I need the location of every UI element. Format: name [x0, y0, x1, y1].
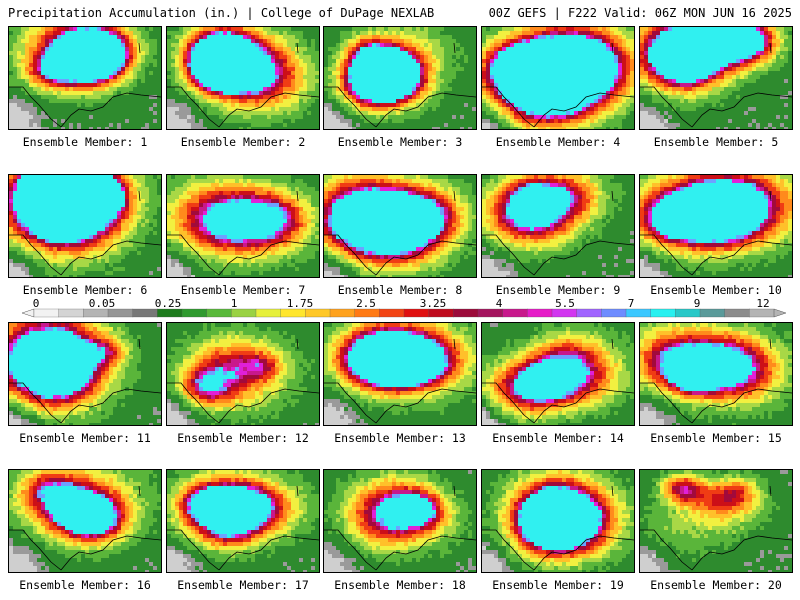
precipitation-field [640, 470, 792, 572]
ensemble-member-caption: Ensemble Member: 14 [492, 431, 624, 445]
ensemble-member-caption: Ensemble Member: 1 [22, 135, 148, 149]
precipitation-field [324, 470, 476, 572]
ensemble-member-caption: Ensemble Member: 12 [177, 431, 309, 445]
ensemble-member-map [166, 174, 320, 278]
precipitation-field [9, 175, 161, 277]
colorbar-tick-label: 1.75 [286, 297, 314, 310]
ensemble-member-map [166, 26, 320, 130]
map-title: Precipitation Accumulation (in.) | Colle… [8, 6, 435, 20]
ensemble-member-caption: Ensemble Member: 19 [492, 578, 624, 592]
ensemble-member-map [639, 469, 793, 573]
colorbar-tick-label: 7 [627, 297, 635, 310]
precipitation-field [324, 27, 476, 129]
precipitation-field [167, 470, 319, 572]
ensemble-member-caption: Ensemble Member: 8 [337, 283, 463, 297]
ensemble-member-caption: Ensemble Member: 5 [653, 135, 779, 149]
ensemble-member-map [323, 174, 477, 278]
ensemble-member-caption: Ensemble Member: 6 [22, 283, 148, 297]
precipitation-field [9, 27, 161, 129]
colorbar-tick-label: 0.25 [154, 297, 182, 310]
ensemble-member-map [481, 174, 635, 278]
ensemble-member-map [323, 26, 477, 130]
ensemble-member-caption: Ensemble Member: 15 [650, 431, 782, 445]
ensemble-member-caption: Ensemble Member: 2 [180, 135, 306, 149]
precipitation-field [482, 470, 634, 572]
ensemble-member-caption: Ensemble Member: 9 [495, 283, 621, 297]
ensemble-member-map [639, 174, 793, 278]
ensemble-member-caption: Ensemble Member: 7 [180, 283, 306, 297]
ensemble-member-map [8, 174, 162, 278]
ensemble-member-caption: Ensemble Member: 11 [19, 431, 151, 445]
colorbar-tick-label: 3.25 [419, 297, 447, 310]
colorbar-tick-label: 2.5 [356, 297, 376, 310]
ensemble-member-map [639, 322, 793, 426]
ensemble-member-map [481, 469, 635, 573]
precipitation-field [167, 27, 319, 129]
precipitation-field [640, 27, 792, 129]
ensemble-member-caption: Ensemble Member: 10 [650, 283, 782, 297]
precipitation-field [640, 175, 792, 277]
ensemble-member-map [166, 469, 320, 573]
ensemble-member-caption: Ensemble Member: 18 [334, 578, 466, 592]
precipitation-field [167, 323, 319, 425]
colorbar-tick-label: 0 [32, 297, 40, 310]
ensemble-member-caption: Ensemble Member: 17 [177, 578, 309, 592]
precipitation-colorbar [22, 308, 786, 318]
colorbar-tick-label: 1 [230, 297, 238, 310]
precipitation-field [482, 175, 634, 277]
precipitation-field [482, 323, 634, 425]
ensemble-member-map [481, 26, 635, 130]
colorbar-tick-label: 0.05 [88, 297, 116, 310]
ensemble-member-map [166, 322, 320, 426]
precipitation-field [640, 323, 792, 425]
precipitation-field [482, 27, 634, 129]
colorbar-tick-label: 9 [693, 297, 701, 310]
ensemble-member-caption: Ensemble Member: 16 [19, 578, 151, 592]
ensemble-member-map [8, 26, 162, 130]
ensemble-member-caption: Ensemble Member: 4 [495, 135, 621, 149]
ensemble-member-map [481, 322, 635, 426]
ensemble-member-map [639, 26, 793, 130]
colorbar-tick-label: 12 [756, 297, 770, 310]
precipitation-field [324, 323, 476, 425]
ensemble-member-caption: Ensemble Member: 13 [334, 431, 466, 445]
ensemble-member-caption: Ensemble Member: 3 [337, 135, 463, 149]
colorbar-tick-label: 4 [495, 297, 503, 310]
precipitation-field [167, 175, 319, 277]
ensemble-member-map [8, 322, 162, 426]
precipitation-field [324, 175, 476, 277]
ensemble-member-map [323, 469, 477, 573]
ensemble-member-caption: Ensemble Member: 20 [650, 578, 782, 592]
colorbar-tick-label: 5.5 [555, 297, 575, 310]
ensemble-member-map [323, 322, 477, 426]
precipitation-field [9, 470, 161, 572]
precipitation-field [9, 323, 161, 425]
model-run-info: 00Z GEFS | F222 Valid: 06Z MON JUN 16 20… [488, 6, 792, 20]
ensemble-member-map [8, 469, 162, 573]
